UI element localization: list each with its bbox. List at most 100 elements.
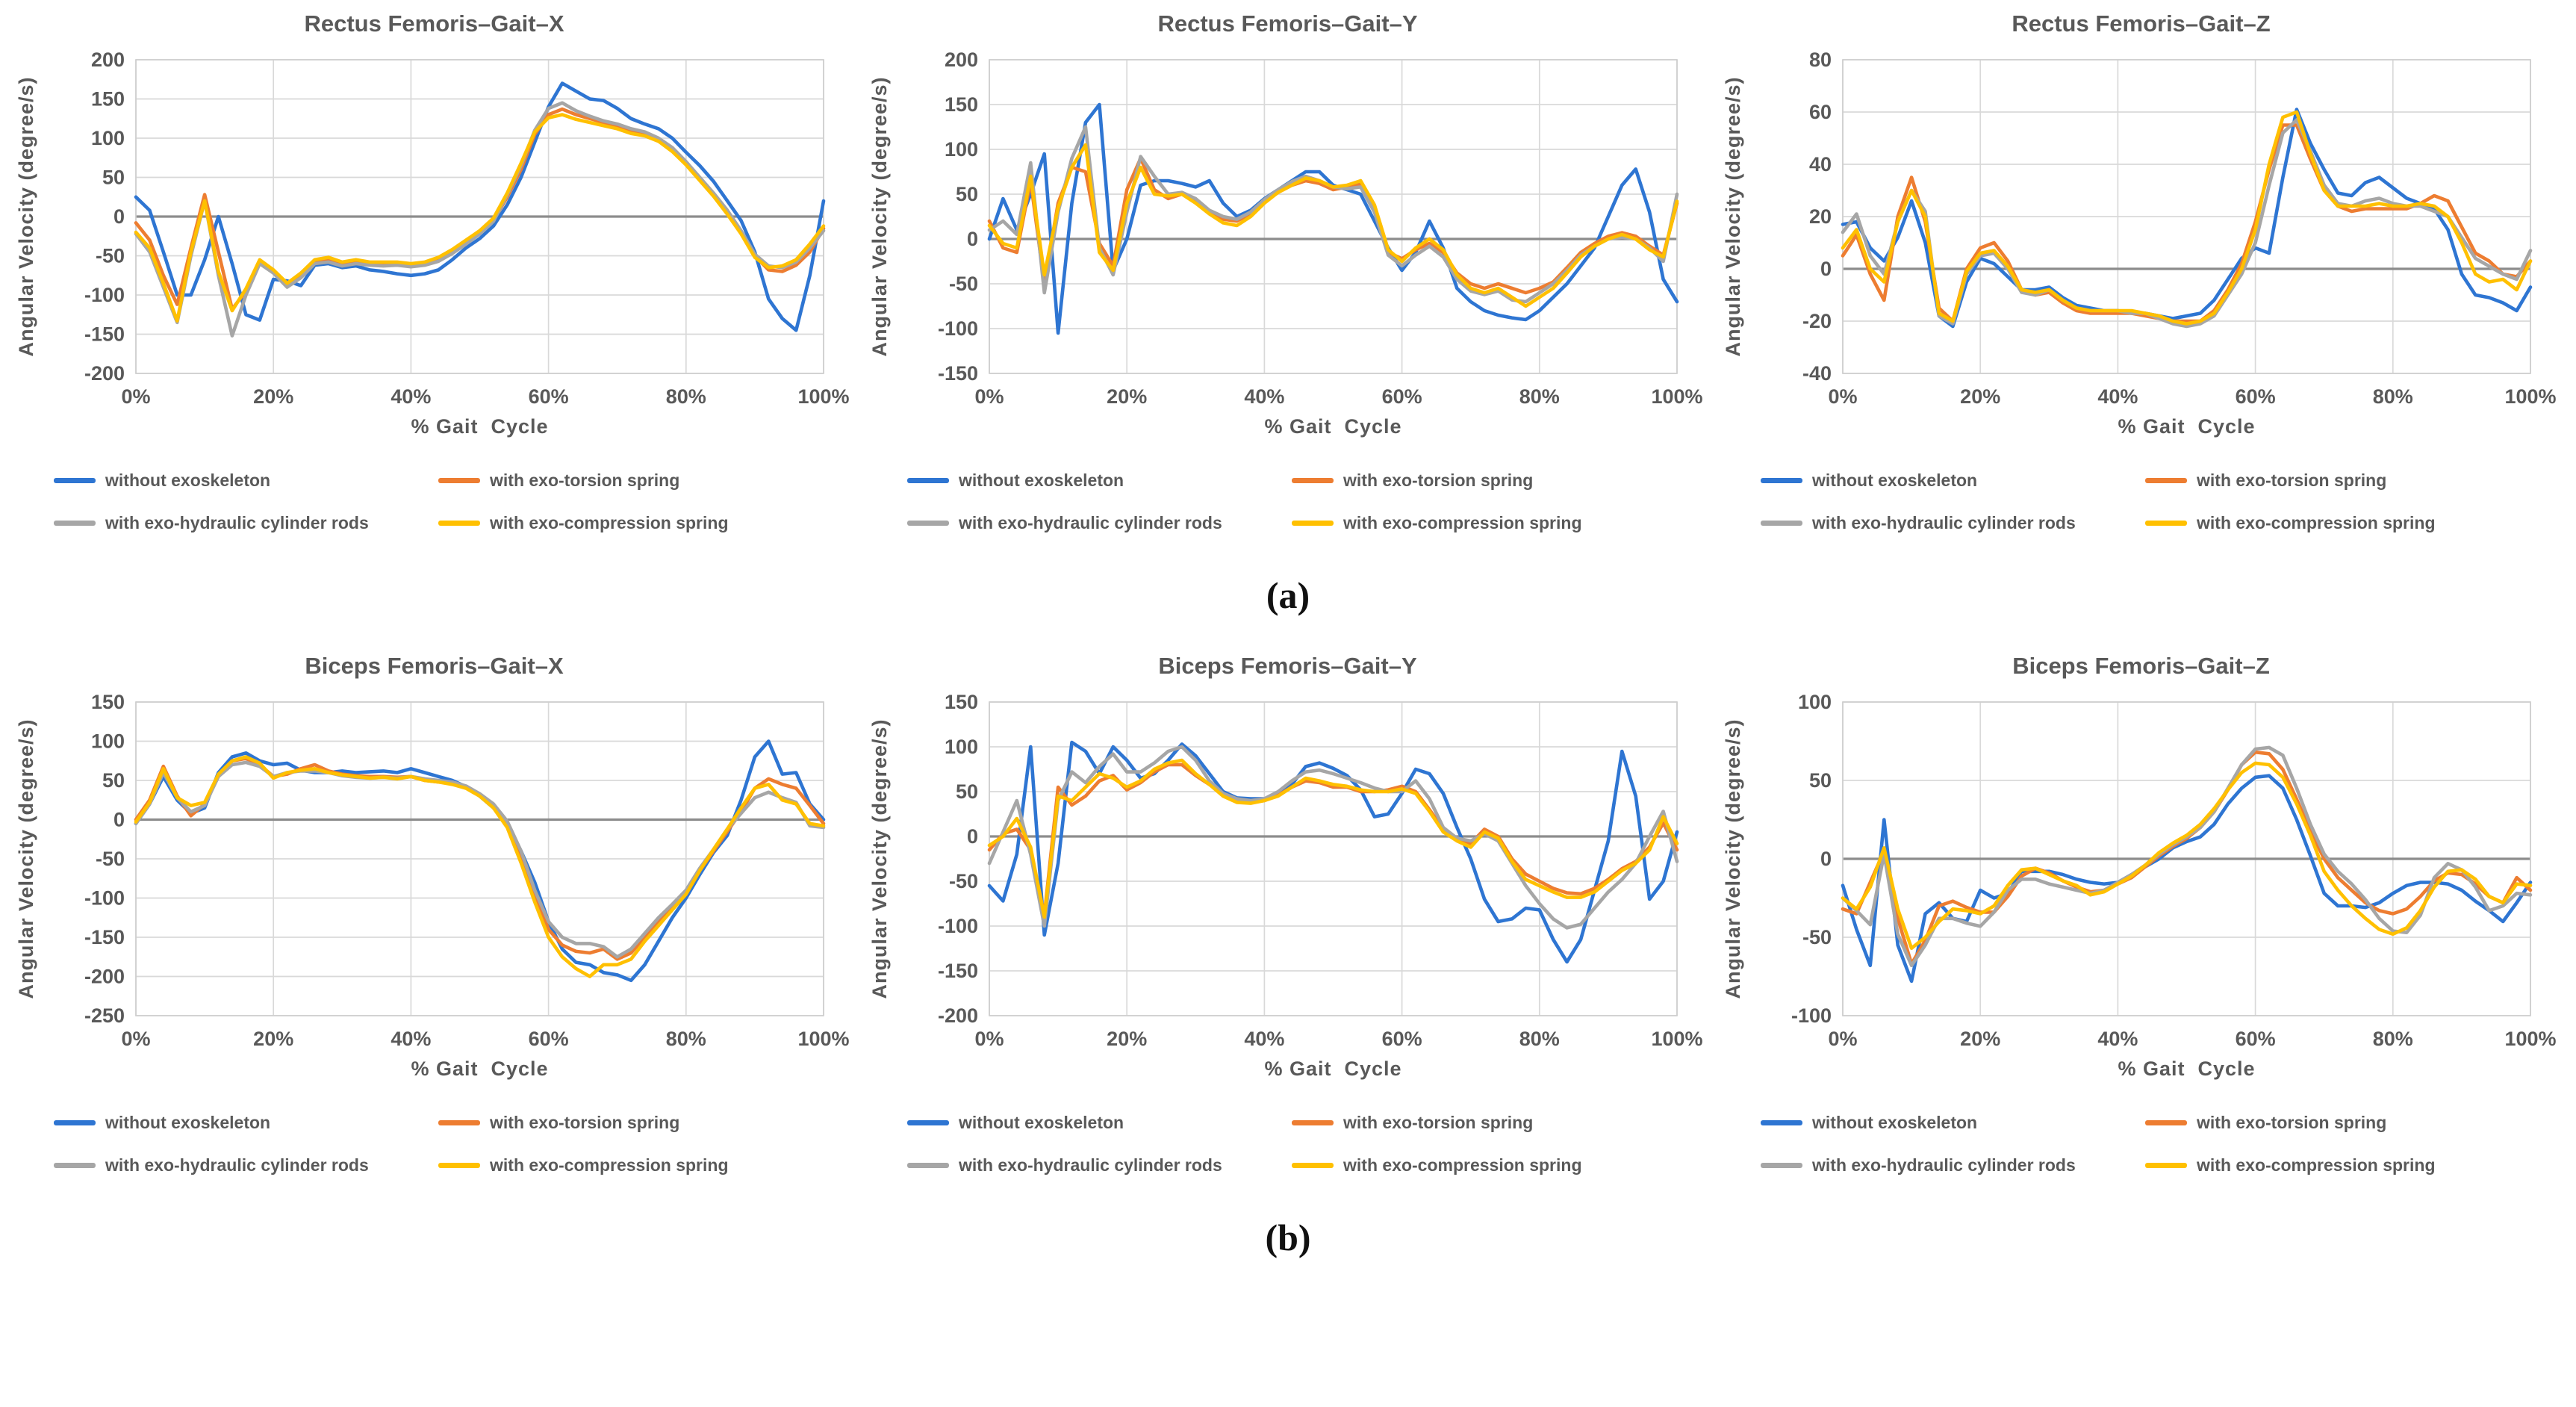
legend-swatch-yellow — [2145, 1163, 2187, 1168]
legend-item: with exo-compression spring — [2145, 513, 2568, 533]
legend-swatch-blue — [54, 1120, 96, 1125]
legend-swatch-orange — [438, 478, 480, 483]
chart-title: Rectus Femoris–Gait–Y — [1157, 10, 1418, 37]
legend-swatch-blue — [907, 478, 949, 483]
svg-text:200: 200 — [945, 49, 978, 71]
svg-text:100%: 100% — [1651, 385, 1702, 408]
svg-text:60: 60 — [1809, 101, 1832, 123]
legend-label: with exo-torsion spring — [1343, 1113, 1534, 1132]
svg-text:100%: 100% — [797, 1028, 849, 1050]
legend-swatch-blue — [1761, 478, 1802, 483]
svg-text:60%: 60% — [529, 385, 569, 408]
legend-label: with exo-compression spring — [1343, 1155, 1582, 1175]
chart-title: Rectus Femoris–Gait–Z — [2012, 10, 2271, 37]
legend-swatch-orange — [2145, 478, 2187, 483]
legend-label: with exo-torsion spring — [2197, 1113, 2387, 1132]
svg-text:% Gait Cycle: % Gait Cycle — [411, 1057, 548, 1080]
svg-text:50: 50 — [956, 183, 978, 205]
svg-text:50: 50 — [956, 780, 978, 803]
legend-swatch-orange — [1292, 1120, 1334, 1125]
legend-label: with exo-torsion spring — [1343, 470, 1534, 490]
svg-text:150: 150 — [91, 88, 125, 111]
legend-item: with exo-compression spring — [2145, 1155, 2568, 1175]
svg-text:60%: 60% — [1382, 385, 1422, 408]
svg-text:Angular Velocity (degree/s): Angular Velocity (degree/s) — [868, 718, 891, 998]
figure-b-charts: Biceps Femoris–Gait–X 0% 20% 40% 60% 80% 100%… — [0, 647, 2576, 1175]
legend-label: with exo-hydraulic cylinder rods — [1812, 513, 2076, 532]
legend-swatch-gray — [907, 521, 949, 526]
svg-text:% Gait Cycle: % Gait Cycle — [411, 415, 548, 438]
svg-text:-50: -50 — [96, 848, 125, 870]
svg-text:0: 0 — [1820, 258, 1832, 280]
legend-item: with exo-torsion spring — [2145, 1113, 2568, 1133]
legend-label: with exo-hydraulic cylinder rods — [105, 513, 369, 532]
legend-swatch-blue — [907, 1120, 949, 1125]
legend-swatch-blue — [54, 478, 96, 483]
legend-label: without exoskeleton — [959, 1113, 1124, 1132]
panel-biceps-femoris-gait-z: Biceps Femoris–Gait–Z 0% 20% 40% 60% 80% 100%… — [1714, 647, 2568, 1175]
legend-label: with exo-hydraulic cylinder rods — [959, 1155, 1222, 1175]
svg-text:-150: -150 — [84, 926, 125, 948]
legend-item: with exo-torsion spring — [1292, 1113, 1714, 1133]
svg-text:40%: 40% — [1244, 1028, 1284, 1050]
chart-plot-rectus-y: 0% 20% 40% 60% 80% 100% -150 -100 -50 0 50 100 150 20… — [868, 49, 1703, 438]
legend-swatch-yellow — [438, 521, 480, 526]
svg-text:40%: 40% — [1244, 385, 1284, 408]
legend-item: with exo-torsion spring — [438, 470, 861, 491]
svg-text:0: 0 — [967, 228, 978, 250]
svg-text:40%: 40% — [2097, 1028, 2138, 1050]
chart-plot-biceps-x: 0% 20% 40% 60% 80% 100% -250 -200 -150 -100 -50 0 50… — [15, 691, 850, 1080]
legend-item: with exo-hydraulic cylinder rods — [907, 513, 1292, 533]
svg-text:60%: 60% — [1382, 1028, 1422, 1050]
svg-text:-100: -100 — [1791, 1004, 1832, 1027]
svg-text:Angular Velocity (degree/s): Angular Velocity (degree/s) — [868, 76, 891, 356]
legend-item: with exo-torsion spring — [1292, 470, 1714, 491]
svg-text:-100: -100 — [938, 317, 978, 340]
svg-text:20%: 20% — [1960, 1028, 2000, 1050]
svg-text:% Gait Cycle: % Gait Cycle — [1264, 415, 1401, 438]
legend-label: without exoskeleton — [105, 470, 271, 490]
svg-text:60%: 60% — [2236, 1028, 2276, 1050]
legend-label: with exo-torsion spring — [490, 1113, 680, 1132]
chart-plot-biceps-y: 0% 20% 40% 60% 80% 100% -200 -150 -100 -50 0 50 100 1… — [868, 691, 1703, 1080]
legend-label: without exoskeleton — [105, 1113, 271, 1132]
svg-text:-200: -200 — [938, 1004, 978, 1027]
legend-label: without exoskeleton — [1812, 470, 1978, 490]
svg-text:0: 0 — [967, 825, 978, 848]
chart-plot-rectus-z: 0% 20% 40% 60% 80% 100% -40 -20 0 20 40 60 80 Angular… — [1722, 49, 2557, 438]
svg-text:-100: -100 — [84, 887, 125, 910]
figure-a: Rectus Femoris–Gait–X 0% 20% 40% 60% 80% 100%… — [0, 0, 2576, 617]
legend-swatch-orange — [1292, 478, 1334, 483]
legend-item: without exoskeleton — [54, 470, 438, 491]
legend-swatch-yellow — [2145, 521, 2187, 526]
chart-title: Rectus Femoris–Gait–X — [304, 10, 564, 37]
svg-text:0: 0 — [113, 809, 125, 831]
svg-text:40%: 40% — [391, 385, 431, 408]
svg-text:20%: 20% — [253, 1028, 293, 1050]
svg-text:-150: -150 — [84, 323, 125, 346]
legend-label: without exoskeleton — [1812, 1113, 1978, 1132]
svg-text:-150: -150 — [938, 960, 978, 982]
legend-item: without exoskeleton — [54, 1113, 438, 1133]
svg-text:Angular Velocity (degree/s): Angular Velocity (degree/s) — [15, 76, 37, 356]
legend-item: with exo-compression spring — [1292, 1155, 1714, 1175]
panel-biceps-femoris-gait-x: Biceps Femoris–Gait–X 0% 20% 40% 60% 80% 100%… — [7, 647, 861, 1175]
svg-text:0: 0 — [113, 205, 125, 228]
svg-text:40%: 40% — [2097, 385, 2138, 408]
svg-text:20: 20 — [1809, 205, 1832, 228]
legend-item: with exo-hydraulic cylinder rods — [1761, 513, 2145, 533]
svg-text:40: 40 — [1809, 153, 1832, 176]
figure-a-charts: Rectus Femoris–Gait–X 0% 20% 40% 60% 80% 100%… — [0, 4, 2576, 533]
legend-swatch-gray — [1761, 1163, 1802, 1168]
svg-text:-100: -100 — [84, 284, 125, 306]
legend-label: with exo-torsion spring — [2197, 470, 2387, 490]
figure-b-label: (b) — [1265, 1217, 1311, 1258]
svg-text:0%: 0% — [1828, 1028, 1857, 1050]
chart-legend: without exoskeleton with exo-torsion spr… — [907, 1113, 1714, 1175]
legend-label: with exo-hydraulic cylinder rods — [959, 513, 1222, 532]
svg-text:50: 50 — [102, 167, 125, 189]
legend-swatch-yellow — [1292, 1163, 1334, 1168]
legend-item: without exoskeleton — [907, 470, 1292, 491]
svg-text:150: 150 — [945, 691, 978, 713]
chart-plot-rectus-x: 0% 20% 40% 60% 80% 100% -200 -150 -100 -50 0 50 100 1… — [15, 49, 850, 438]
